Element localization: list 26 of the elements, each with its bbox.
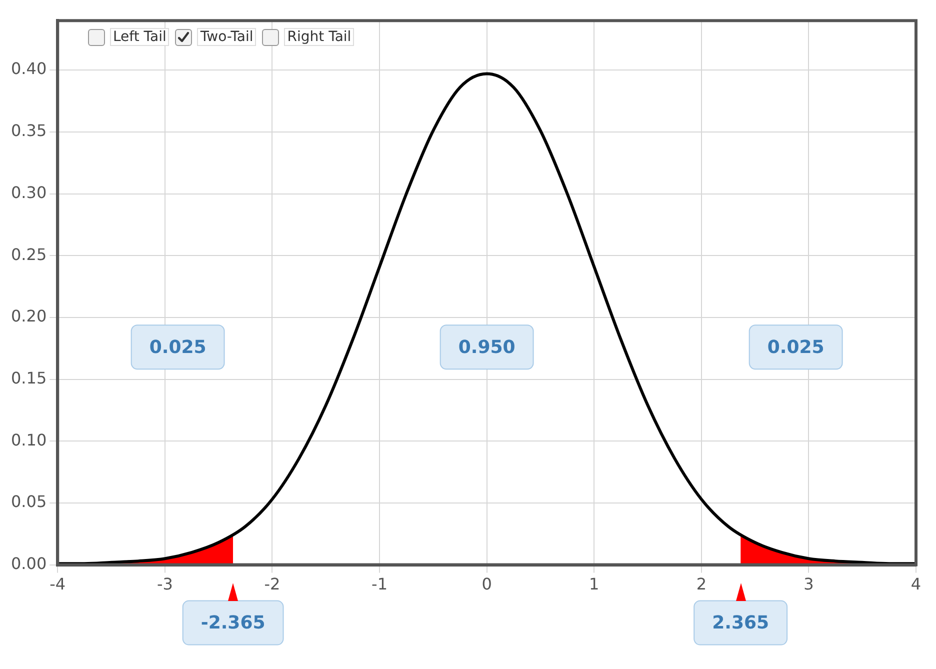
x-tick-label: 3 — [804, 574, 814, 594]
annotation: -2.365 — [200, 612, 266, 634]
x-tick-label: 2 — [696, 574, 706, 594]
x-tick-label: -1 — [372, 574, 388, 594]
annotation: 0.025 — [149, 336, 206, 358]
y-tick-label: 0.15 — [11, 368, 47, 388]
x-tick-label: -4 — [50, 574, 66, 594]
x-tick-label: -2 — [264, 574, 280, 594]
y-tick-label: 0.20 — [11, 306, 47, 326]
annotation: 2.365 — [712, 612, 770, 634]
y-tick-label: 0.25 — [11, 244, 47, 264]
x-tick-label: 1 — [589, 574, 600, 594]
x-tick-label: -3 — [156, 574, 173, 594]
annotation: Two-Tail — [197, 28, 256, 46]
annotation: Right Tail — [284, 28, 354, 46]
y-tick-label: 0.30 — [11, 182, 47, 202]
y-tick-label: 0.05 — [11, 492, 47, 512]
annotation: 0.025 — [767, 336, 824, 358]
x-tick-label: 0 — [482, 574, 492, 594]
annotation: 0.950 — [458, 336, 516, 358]
annotation: Left Tail — [110, 28, 170, 46]
y-tick-label: 0.10 — [11, 430, 47, 450]
y-tick-label: 0.35 — [11, 121, 47, 140]
y-tick-label: 0.40 — [11, 59, 47, 78]
y-tick-label: 0.00 — [11, 554, 47, 573]
x-tick-label: 4 — [910, 574, 922, 594]
